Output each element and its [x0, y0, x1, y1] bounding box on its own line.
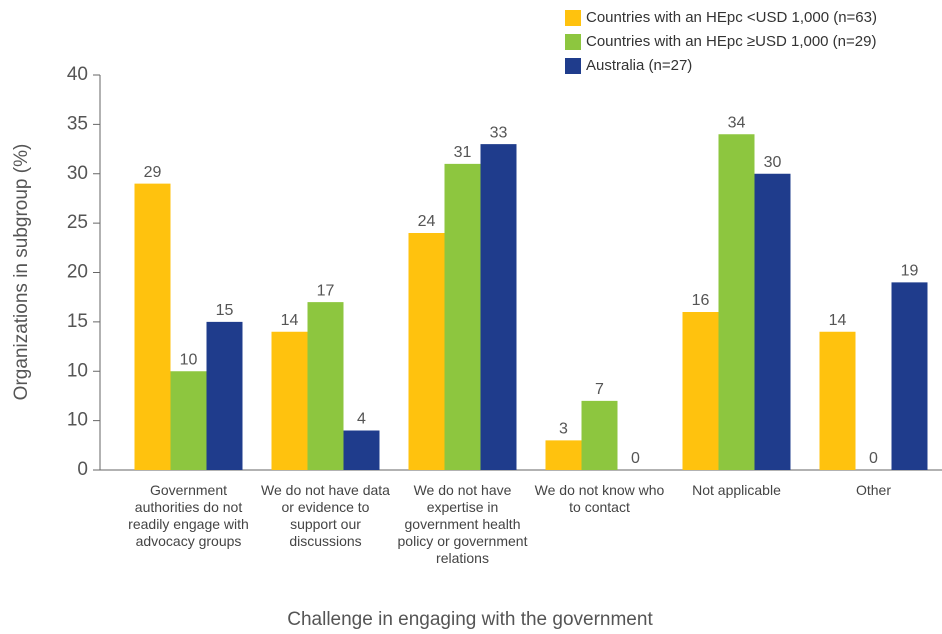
bar — [134, 183, 171, 470]
bar — [891, 282, 928, 470]
data-label: 31 — [454, 144, 472, 161]
bar — [581, 400, 618, 470]
y-tick-label: 20 — [67, 262, 88, 283]
data-label: 7 — [595, 381, 604, 398]
bar — [480, 144, 517, 470]
data-label: 33 — [490, 124, 508, 141]
data-label: 4 — [357, 411, 366, 428]
data-label: 34 — [728, 114, 746, 131]
bar — [170, 371, 207, 470]
bar — [545, 440, 582, 470]
x-tick-label: Other — [855, 482, 891, 498]
y-tick-label: 25 — [67, 212, 88, 233]
y-tick-label: 10 — [67, 410, 88, 431]
data-label: 17 — [317, 282, 335, 299]
legend-swatch — [565, 10, 581, 26]
data-label: 15 — [216, 302, 234, 319]
bar — [271, 331, 308, 470]
data-label: 19 — [901, 263, 919, 280]
bar — [307, 302, 344, 470]
x-tick-label: We do not have data or evidence to suppo… — [261, 482, 390, 549]
data-label: 3 — [559, 421, 568, 438]
y-tick-label: 0 — [77, 459, 88, 480]
data-label: 14 — [281, 312, 299, 329]
data-label: 0 — [869, 450, 878, 467]
x-tick-label: We do not know who to contact — [534, 482, 665, 515]
legend-swatch — [565, 34, 581, 50]
bar — [408, 233, 445, 470]
y-tick-label: 40 — [67, 64, 88, 85]
data-label: 24 — [418, 213, 436, 230]
data-label: 14 — [829, 312, 847, 329]
bar — [444, 163, 481, 470]
y-tick-label: 35 — [67, 113, 88, 134]
bar — [754, 173, 791, 470]
x-axis-title: Challenge in engaging with the governmen… — [287, 609, 653, 630]
legend-label: Countries with an HEpc ≥USD 1,000 (n=29) — [586, 33, 876, 50]
bar — [819, 331, 856, 470]
bar — [206, 321, 243, 470]
y-axis-title: Organizations in subgroup (%) — [11, 144, 32, 401]
data-label: 0 — [631, 450, 640, 467]
legend-swatch — [565, 58, 581, 74]
x-tick-label: Government authorities do not readily en… — [128, 482, 249, 549]
legend-label: Countries with an HEpc <USD 1,000 (n=63) — [586, 9, 877, 26]
y-tick-label: 10 — [67, 360, 88, 381]
data-label: 30 — [764, 154, 782, 171]
x-tick-label: We do not have expertise in government h… — [397, 482, 528, 566]
x-tick-label: Not applicable — [692, 482, 781, 498]
data-label: 10 — [180, 351, 198, 368]
bar — [718, 134, 755, 470]
data-label: 16 — [692, 292, 710, 309]
legend-label: Australia (n=27) — [586, 57, 692, 74]
y-tick-label: 30 — [67, 163, 88, 184]
bar — [682, 312, 719, 470]
data-label: 29 — [144, 164, 162, 181]
y-tick-label: 15 — [67, 311, 88, 332]
bar — [343, 430, 380, 470]
